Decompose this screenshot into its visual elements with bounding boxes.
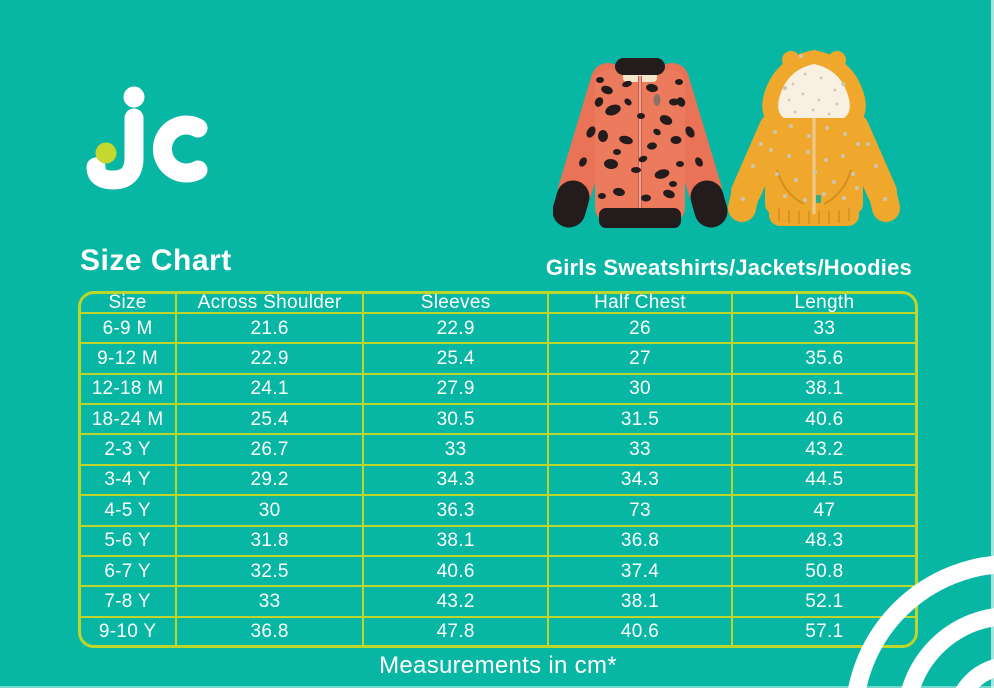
measurement-cell: 44.5 bbox=[730, 463, 915, 497]
table-row: 5-6 Y 31.8 38.1 36.8 48.3 bbox=[81, 524, 915, 557]
measurement-cell: 25.4 bbox=[175, 403, 365, 436]
size-table-header: Size Across Shoulder Sleeves Half Chest Leng… bbox=[81, 294, 915, 314]
table-row: 12-18 M 24.1 27.9 30 38.1 bbox=[81, 372, 915, 406]
hoodie-dots bbox=[741, 54, 887, 202]
measurement-cell: 36.8 bbox=[547, 524, 733, 557]
measurement-cell: 30 bbox=[547, 372, 733, 406]
logo-accent-dot bbox=[95, 142, 117, 164]
table-row: 9-12 M 22.9 25.4 27 35.6 bbox=[81, 342, 915, 375]
size-cell: 2-3 Y bbox=[81, 433, 178, 466]
measurement-cell: 30 bbox=[175, 494, 365, 527]
right-edge-highlight bbox=[991, 0, 994, 688]
measurement-cell: 24.1 bbox=[175, 372, 365, 406]
measurement-cell: 27 bbox=[547, 342, 733, 375]
measurement-cell: 33 bbox=[362, 433, 550, 466]
measurement-cell: 33 bbox=[730, 311, 915, 345]
chest-print bbox=[653, 94, 661, 106]
size-table-container: Size Across Shoulder Sleeves Half Chest Leng… bbox=[78, 291, 918, 648]
measurement-cell: 34.3 bbox=[362, 463, 550, 497]
measurement-cell: 27.9 bbox=[362, 372, 550, 406]
measurement-cell: 33 bbox=[547, 433, 733, 466]
column-header: Size bbox=[81, 294, 178, 314]
table-row: 6-7 Y 32.5 40.6 37.4 50.8 bbox=[81, 554, 915, 588]
bottom-edge-highlight bbox=[0, 686, 994, 688]
jc-logo bbox=[86, 86, 208, 190]
hood-lining bbox=[778, 64, 850, 118]
measurement-cell: 38.1 bbox=[730, 372, 915, 406]
measurement-cell: 33 bbox=[175, 585, 365, 618]
measurement-note: Measurements in cm* bbox=[379, 652, 617, 679]
measurement-cell: 40.6 bbox=[547, 615, 733, 645]
size-cell: 18-24 M bbox=[81, 403, 178, 436]
measurement-cell: 47 bbox=[730, 494, 915, 527]
column-header: Half Chest bbox=[547, 294, 733, 314]
measurement-cell: 50.8 bbox=[730, 554, 915, 588]
table-row: 3-4 Y 29.2 34.3 34.3 44.5 bbox=[81, 463, 915, 497]
table-row: 9-10 Y 36.8 47.8 40.6 57.1 bbox=[81, 615, 915, 645]
measurement-cell: 25.4 bbox=[362, 342, 550, 375]
logo-letter-j bbox=[86, 108, 144, 190]
hood-lining-dots bbox=[787, 72, 839, 116]
page-title: Size Chart bbox=[80, 244, 232, 277]
measurement-cell: 29.2 bbox=[175, 463, 365, 497]
size-table: Size Across Shoulder Sleeves Half Chest Leng… bbox=[81, 294, 915, 645]
measurement-cell: 43.2 bbox=[362, 585, 550, 618]
hem-gathers bbox=[778, 208, 850, 224]
measurement-cell: 31.8 bbox=[175, 524, 365, 557]
size-cell: 9-10 Y bbox=[81, 615, 178, 645]
spotted-jacket-image bbox=[553, 58, 728, 228]
hoodie-tag bbox=[816, 195, 821, 203]
product-images bbox=[553, 50, 900, 228]
measurement-cell: 40.6 bbox=[362, 554, 550, 588]
measurement-cell: 73 bbox=[547, 494, 733, 527]
measurement-cell: 22.9 bbox=[175, 342, 365, 375]
measurement-cell: 32.5 bbox=[175, 554, 365, 588]
table-row: 7-8 Y 33 43.2 38.1 52.1 bbox=[81, 585, 915, 618]
size-cell: 7-8 Y bbox=[81, 585, 178, 618]
column-header: Across Shoulder bbox=[175, 294, 365, 314]
measurement-cell: 21.6 bbox=[175, 311, 365, 345]
measurement-cell: 38.1 bbox=[362, 524, 550, 557]
measurement-cell: 52.1 bbox=[730, 585, 915, 618]
measurement-cell: 36.8 bbox=[175, 615, 365, 645]
measurement-cell: 38.1 bbox=[547, 585, 733, 618]
logo-letter-c bbox=[152, 115, 208, 183]
measurement-cell: 30.5 bbox=[362, 403, 550, 436]
measurement-cell: 34.3 bbox=[547, 463, 733, 497]
measurement-cell: 22.9 bbox=[362, 311, 550, 345]
size-cell: 6-9 M bbox=[81, 311, 178, 345]
measurement-cell: 35.6 bbox=[730, 342, 915, 375]
measurement-cell: 48.3 bbox=[730, 524, 915, 557]
measurement-cell: 31.5 bbox=[547, 403, 733, 436]
size-cell: 6-7 Y bbox=[81, 554, 178, 588]
logo-j-dot bbox=[123, 86, 145, 108]
measurement-cell: 36.3 bbox=[362, 494, 550, 527]
category-title: Girls Sweatshirts/Jackets/Hoodies bbox=[545, 255, 912, 280]
column-header: Sleeves bbox=[362, 294, 550, 314]
measurement-cell: 57.1 bbox=[730, 615, 915, 645]
column-header: Length bbox=[730, 294, 915, 314]
size-cell: 4-5 Y bbox=[81, 494, 178, 527]
size-cell: 12-18 M bbox=[81, 372, 178, 406]
measurement-cell: 47.8 bbox=[362, 615, 550, 645]
measurement-cell: 40.6 bbox=[730, 403, 915, 436]
size-cell: 5-6 Y bbox=[81, 524, 178, 557]
table-row: 6-9 M 21.6 22.9 26 33 bbox=[81, 311, 915, 345]
table-row: 18-24 M 25.4 30.5 31.5 40.6 bbox=[81, 403, 915, 436]
hooded-jacket-image bbox=[728, 50, 900, 226]
size-cell: 9-12 M bbox=[81, 342, 178, 375]
size-table-body: 6-9 M 21.6 22.9 26 33 9-12 M 22.9 25.4 27 35.6 12-… bbox=[81, 311, 915, 645]
size-cell: 3-4 Y bbox=[81, 463, 178, 497]
measurement-cell: 37.4 bbox=[547, 554, 733, 588]
measurement-cell: 26.7 bbox=[175, 433, 365, 466]
header-row: Size Across Shoulder Sleeves Half Chest Leng… bbox=[81, 294, 915, 314]
measurement-cell: 26 bbox=[547, 311, 733, 345]
table-row: 2-3 Y 26.7 33 33 43.2 bbox=[81, 433, 915, 466]
jacket-spots bbox=[579, 77, 703, 202]
measurement-cell: 43.2 bbox=[730, 433, 915, 466]
table-row: 4-5 Y 30 36.3 73 47 bbox=[81, 494, 915, 527]
